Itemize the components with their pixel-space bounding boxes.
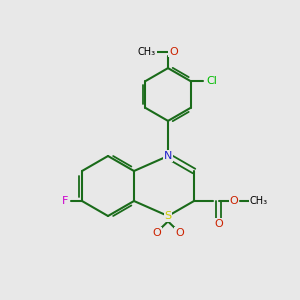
Text: O: O [175,227,184,238]
Text: F: F [62,196,69,206]
Text: Cl: Cl [206,76,217,86]
Text: CH₃: CH₃ [138,46,156,57]
Text: O: O [152,227,161,238]
Text: O: O [230,196,239,206]
Text: O: O [169,46,178,57]
Text: CH₃: CH₃ [250,196,268,206]
Text: N: N [164,151,172,161]
Text: O: O [214,219,223,229]
Text: S: S [164,211,172,221]
